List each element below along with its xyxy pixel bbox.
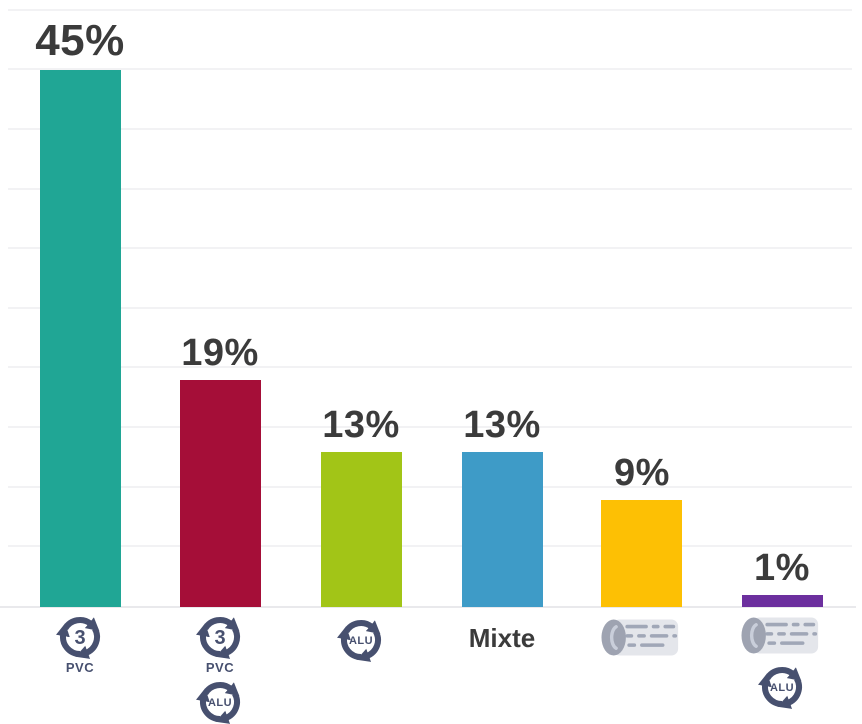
svg-text:PVC: PVC <box>66 660 94 675</box>
svg-text:ALU: ALU <box>208 697 232 709</box>
bar-paper-roll-alu <box>742 595 823 607</box>
recycling-alu-icon: ALU <box>194 677 246 724</box>
gridline <box>8 8 852 11</box>
bar-value-label: 13% <box>322 403 400 446</box>
svg-text:ALU: ALU <box>770 682 794 694</box>
gridline <box>8 485 852 488</box>
bar-pvc <box>40 70 121 607</box>
recycling-alu-icon: ALU <box>756 662 808 712</box>
gridline <box>8 187 852 190</box>
paper-roll-icon <box>739 615 820 656</box>
tick-alu: ALU <box>291 611 431 665</box>
bar-mixte <box>462 451 543 607</box>
svg-text:PVC: PVC <box>206 660 234 675</box>
tick-label-mixte: Mixte <box>468 623 536 653</box>
svg-text:ALU: ALU <box>349 635 373 647</box>
paper-roll-icon <box>599 617 680 658</box>
gridline <box>8 366 852 369</box>
bar-pvc-alu <box>180 380 261 607</box>
recycling-3-pvc-icon: 3 PVC <box>191 611 249 675</box>
gridline <box>8 545 852 548</box>
bar-value-label: 45% <box>35 15 125 65</box>
bar-value-label: 19% <box>181 332 259 375</box>
x-axis-baseline <box>0 606 856 608</box>
bar-value-label: 9% <box>614 451 670 494</box>
gridline <box>8 68 852 71</box>
gridline <box>8 306 852 309</box>
recycling-3-pvc-icon: 3 PVC <box>51 611 109 675</box>
gridline <box>8 426 852 429</box>
bar-paper-roll <box>601 499 682 607</box>
tick-mixte: Mixte <box>432 611 572 654</box>
tick-pvc: 3 PVC <box>10 611 150 675</box>
svg-text:3: 3 <box>74 627 85 649</box>
gridline <box>8 127 852 130</box>
recycling-alu-icon: ALU <box>335 615 387 665</box>
bar-value-label: 1% <box>754 546 810 589</box>
bar-alu <box>321 451 402 607</box>
tick-pvc-alu: 3 PVC ALU <box>150 611 290 724</box>
gridline <box>8 247 852 250</box>
tick-paper-roll-alu: ALU <box>712 611 852 712</box>
bar-value-label: 13% <box>463 403 541 446</box>
tick-paper-roll <box>572 611 712 658</box>
svg-text:3: 3 <box>214 627 225 649</box>
